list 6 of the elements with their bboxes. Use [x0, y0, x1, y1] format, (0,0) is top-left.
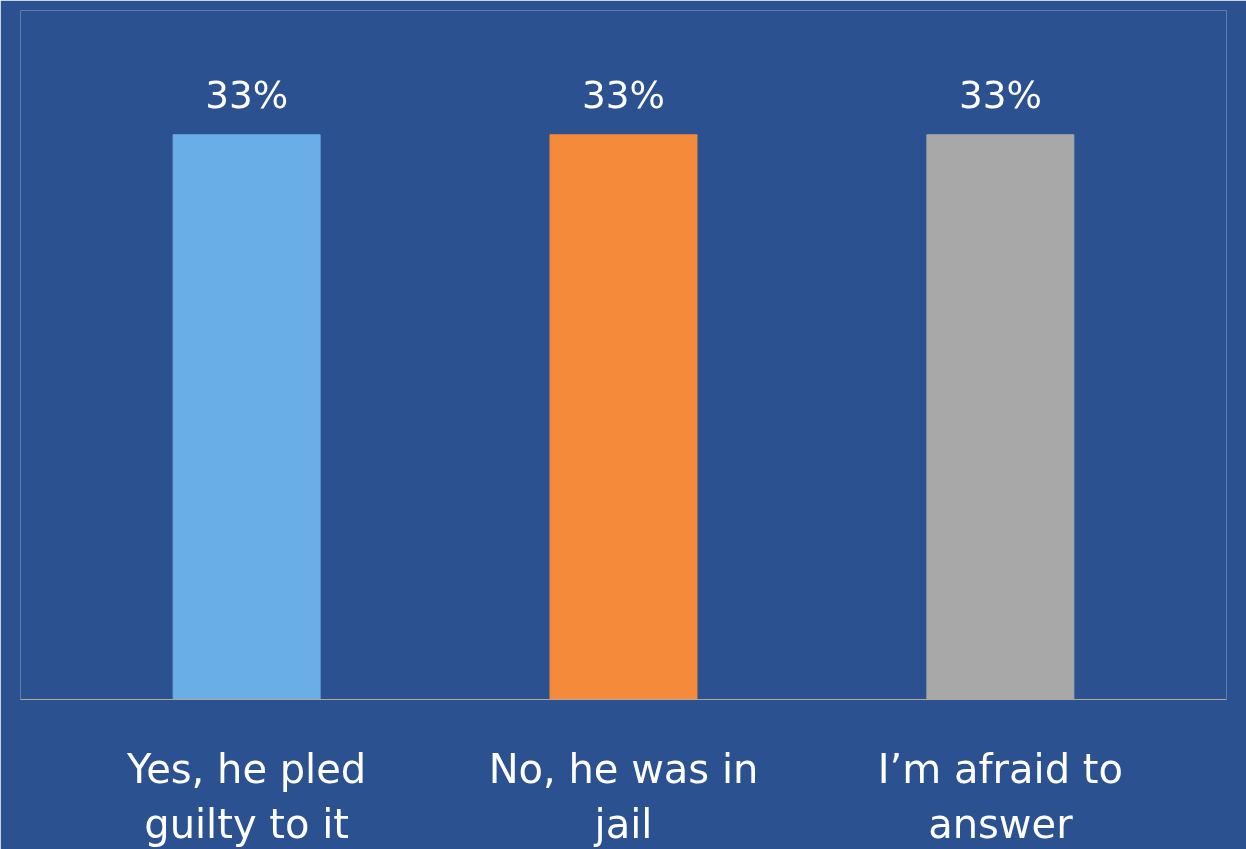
x-tick-label: I’m afraid to answer: [877, 745, 1123, 847]
x-tick-label: Yes, he pled guilty to it: [126, 745, 367, 847]
data-label: 33%: [205, 72, 289, 117]
x-tick-label: No, he was in jail: [488, 745, 759, 847]
data-label: 33%: [582, 72, 665, 117]
data-label: 33%: [958, 72, 1042, 117]
